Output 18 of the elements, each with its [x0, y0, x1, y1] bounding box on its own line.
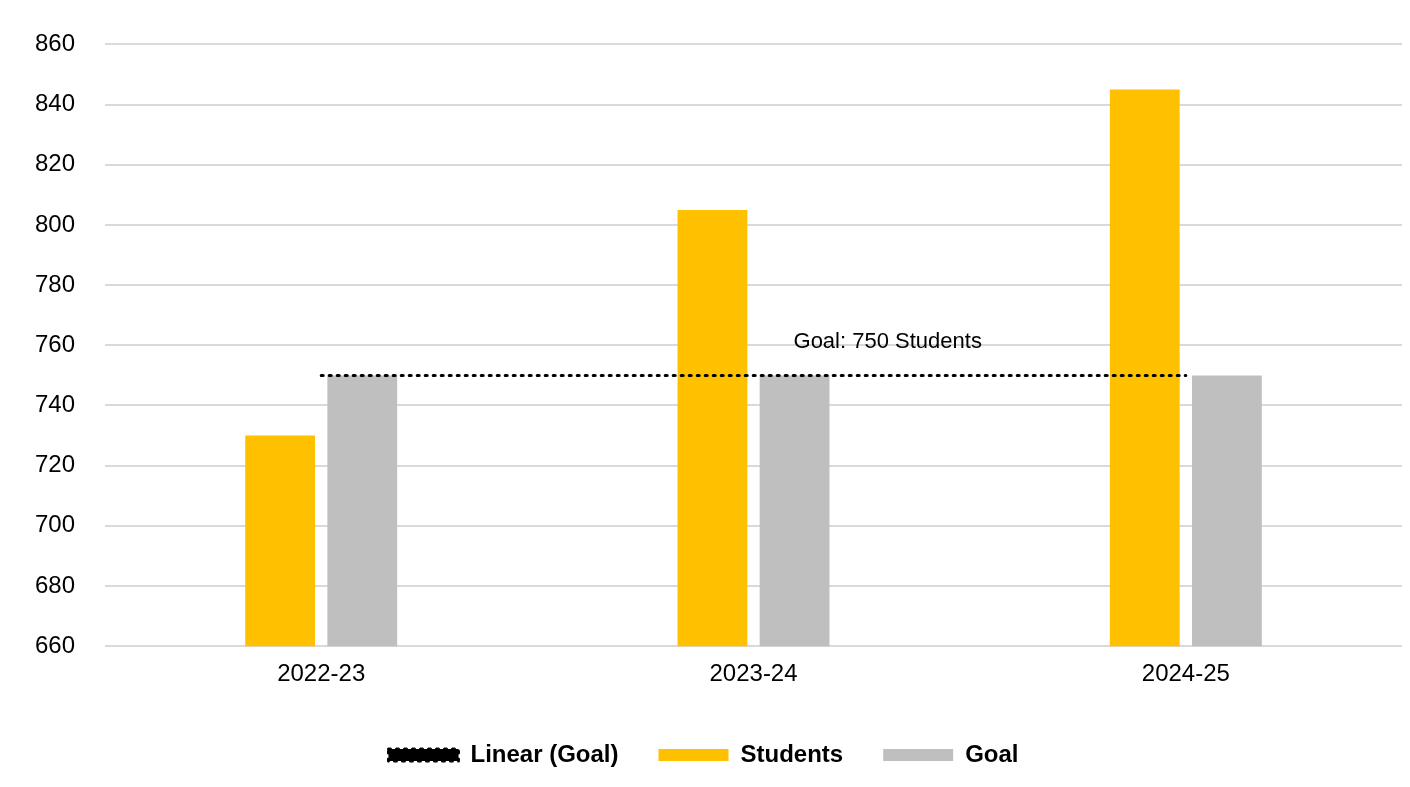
- y-tick-label: 720: [35, 450, 76, 478]
- y-tick-label: 740: [35, 390, 76, 418]
- y-tick-label: 760: [35, 329, 76, 357]
- y-tick-label: 840: [35, 89, 76, 117]
- y-tick-label: 660: [35, 630, 76, 658]
- y-tick-label: 680: [35, 570, 76, 598]
- x-tick-label: 2023-24: [709, 659, 798, 687]
- x-tick-label: 2022-23: [277, 659, 366, 687]
- y-tick-label: 780: [35, 269, 76, 297]
- legend-label: Goal: [965, 739, 1019, 767]
- x-tick-label: 2024-25: [1141, 659, 1230, 687]
- legend-label: Students: [740, 739, 844, 767]
- annotation: Goal: 750 Students: [793, 328, 982, 354]
- y-tick-label: 860: [35, 29, 76, 57]
- y-tick-label: 820: [35, 149, 76, 177]
- y-tick-label: 700: [35, 510, 76, 538]
- legend-label: Linear (Goal): [470, 739, 619, 767]
- y-tick-label: 800: [35, 209, 76, 237]
